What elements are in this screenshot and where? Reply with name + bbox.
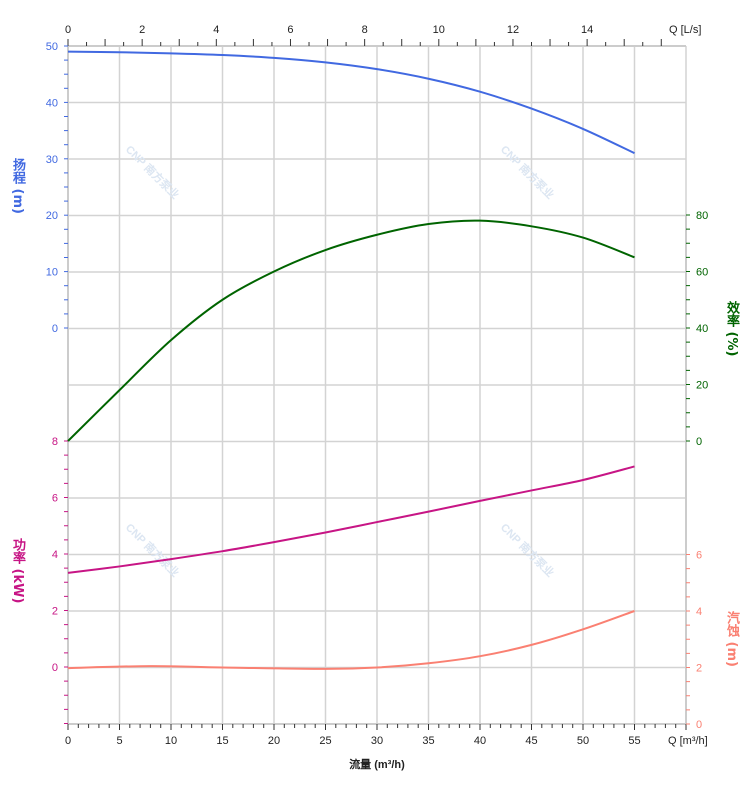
top-tick-label: 14 (581, 24, 593, 36)
x-tick-label: 10 (165, 735, 177, 747)
x-tick-label: 20 (268, 735, 280, 747)
x-tick-label: 55 (628, 735, 640, 747)
efficiency-tick-label: 40 (696, 323, 708, 335)
power-axis-title: 功率 (kW) (10, 538, 25, 604)
top-tick-label: 6 (287, 24, 293, 36)
power-tick-label: 6 (52, 493, 58, 505)
top-unit-label: Q [L/s] (669, 24, 701, 36)
top-tick-label: 0 (65, 24, 71, 36)
x-tick-label: 5 (116, 735, 122, 747)
head-tick-label: 20 (46, 210, 58, 222)
watermark: CNP 南方泵业 (123, 142, 182, 201)
npsh-tick-label: 6 (696, 550, 702, 562)
top-tick-label: 2 (139, 24, 145, 36)
head-tick-label: 50 (46, 41, 58, 53)
x-tick-label: 30 (371, 735, 383, 747)
x-tick-label: 35 (422, 735, 434, 747)
x-tick-label: 50 (577, 735, 589, 747)
watermark: CNP 南方泵业 (498, 520, 557, 579)
head-curve (67, 50, 635, 155)
power-tick-label: 0 (52, 662, 58, 674)
efficiency-tick-label: 60 (696, 267, 708, 279)
x-tick-label: 0 (65, 735, 71, 747)
efficiency-tick-label: 20 (696, 380, 708, 392)
efficiency-curve (67, 219, 635, 442)
head-tick-label: 30 (46, 154, 58, 166)
top-tick-label: 4 (213, 24, 219, 36)
top-tick-label: 12 (507, 24, 519, 36)
watermark: CNP 南方泵业 (498, 142, 557, 201)
efficiency-tick-label: 80 (696, 210, 708, 222)
efficiency-tick-label: 0 (696, 436, 702, 448)
x-tick-label: 15 (216, 735, 228, 747)
top-tick-label: 10 (433, 24, 445, 36)
npsh-tick-label: 2 (696, 663, 702, 675)
npsh-tick-label: 4 (696, 606, 702, 618)
head-tick-label: 40 (46, 97, 58, 109)
watermark: CNP 南方泵业 (123, 520, 182, 579)
x-axis-title: 流量 (m³/h) (349, 757, 405, 771)
x-tick-label: 25 (319, 735, 331, 747)
npsh-axis-title: 汽蚀 (m) (724, 611, 739, 667)
npsh-curve (67, 610, 635, 670)
head-tick-label: 0 (52, 323, 58, 335)
power-tick-label: 4 (52, 549, 58, 561)
top-tick-label: 8 (362, 24, 368, 36)
power-tick-label: 8 (52, 436, 58, 448)
efficiency-axis-title: 效率 (%) (724, 301, 739, 357)
head-axis-title: 扬程 (m) (10, 158, 25, 214)
power-curve (67, 465, 635, 574)
x-tick-label: 45 (525, 735, 537, 747)
x-tick-label: 40 (474, 735, 486, 747)
head-tick-label: 10 (46, 267, 58, 279)
x-unit-label: Q [m³/h] (668, 735, 708, 747)
power-tick-label: 2 (52, 606, 58, 618)
npsh-tick-label: 0 (696, 719, 702, 731)
